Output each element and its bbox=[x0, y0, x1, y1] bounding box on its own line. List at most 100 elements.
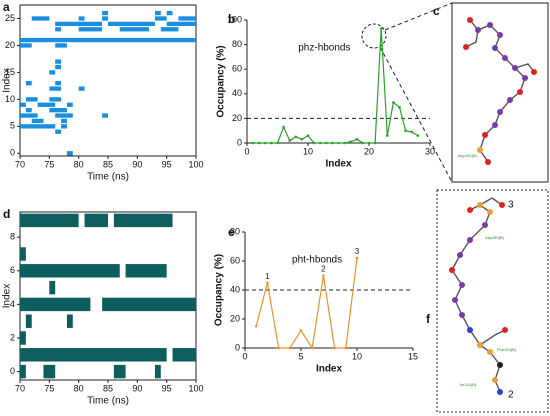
point bbox=[254, 324, 258, 328]
panel-letter: e bbox=[228, 225, 235, 239]
point bbox=[355, 138, 359, 141]
point bbox=[322, 274, 325, 277]
occupancy-line bbox=[255, 258, 358, 350]
y-tick-label: 2 bbox=[10, 332, 15, 342]
y-tick-label: 60 bbox=[230, 255, 240, 265]
occupancy-bar bbox=[61, 118, 67, 124]
occupancy-bar bbox=[25, 108, 32, 113]
peak-label: 3 bbox=[355, 247, 360, 256]
x-tick-label: 70 bbox=[15, 159, 25, 169]
x-tick-label: 95 bbox=[162, 383, 172, 393]
y-tick-label: 80 bbox=[230, 226, 240, 236]
occupancy-bar bbox=[55, 113, 73, 118]
occupancy-bar bbox=[55, 43, 67, 48]
x-tick-label: 100 bbox=[188, 159, 203, 169]
occupancy-bar bbox=[160, 27, 179, 32]
point bbox=[306, 134, 310, 137]
chart-annotation: pht-hbonds bbox=[292, 255, 342, 266]
occupancy-bar bbox=[178, 16, 196, 21]
residue-label: Ile142(B) bbox=[460, 382, 477, 387]
x-tick-label: 90 bbox=[132, 383, 142, 393]
occupancy-bar bbox=[84, 213, 108, 228]
atoms bbox=[463, 17, 537, 165]
point bbox=[379, 27, 383, 30]
x-tick-label: 70 bbox=[15, 383, 25, 393]
occupancy-line bbox=[253, 28, 419, 144]
occupancy-bar bbox=[113, 213, 173, 228]
occupancy-bar bbox=[20, 364, 26, 379]
y-tick-label: 25 bbox=[5, 13, 15, 23]
point bbox=[251, 141, 255, 145]
panel-c: c Asp191(B) bbox=[361, 2, 549, 183]
point bbox=[299, 329, 303, 332]
occupancy-bar bbox=[31, 16, 50, 21]
y-tick-label: 60 bbox=[232, 64, 242, 74]
occupancy-bar bbox=[49, 108, 67, 113]
occupancy-bar bbox=[55, 129, 62, 134]
point bbox=[373, 141, 377, 145]
occupancy-bar bbox=[78, 27, 103, 32]
occupancy-bar bbox=[125, 264, 167, 278]
occupancy-bar bbox=[61, 124, 67, 129]
chart-annotation: phz-hbonds bbox=[298, 43, 350, 54]
panel-letter: c bbox=[433, 4, 440, 18]
molecule-box bbox=[436, 189, 549, 413]
x-tick-label: 10 bbox=[303, 146, 313, 156]
occupancy-bar bbox=[49, 86, 62, 91]
panel-letter: d bbox=[3, 207, 10, 221]
point bbox=[325, 141, 328, 145]
occupancy-bar bbox=[172, 348, 196, 362]
point bbox=[310, 346, 314, 350]
x-tick-label: 90 bbox=[132, 159, 142, 169]
occupancy-bar bbox=[66, 102, 73, 107]
x-tick-label: 30 bbox=[425, 146, 435, 156]
x-tick-label: 95 bbox=[162, 159, 172, 169]
y-tick-label: 0 bbox=[10, 148, 15, 158]
zoom-line bbox=[379, 46, 453, 183]
x-axis-label: Index bbox=[325, 159, 352, 170]
point bbox=[392, 101, 395, 104]
point bbox=[344, 346, 348, 350]
panel-letter: b bbox=[228, 12, 235, 26]
y-tick-label: 8 bbox=[10, 232, 15, 242]
atoms bbox=[449, 202, 508, 395]
occupancy-bar bbox=[55, 81, 62, 86]
x-axis-label: Time (ns) bbox=[87, 396, 129, 407]
point bbox=[312, 141, 316, 145]
occupancy-bar bbox=[25, 81, 32, 86]
x-axis-label: Time (ns) bbox=[87, 172, 129, 183]
y-tick-label: 5 bbox=[10, 121, 15, 131]
occupancy-bar bbox=[49, 70, 56, 75]
x-tick-label: 85 bbox=[103, 159, 113, 169]
occupancy-bar bbox=[20, 331, 26, 345]
y-tick-label: 20 bbox=[232, 113, 242, 123]
occupancy-bar bbox=[20, 348, 167, 362]
occupancy-bar bbox=[66, 151, 73, 156]
point bbox=[398, 106, 401, 109]
point bbox=[264, 141, 267, 145]
zoom-circle bbox=[361, 23, 387, 49]
point bbox=[288, 346, 292, 350]
occupancy-bar bbox=[20, 113, 38, 118]
occupancy-bar bbox=[20, 297, 91, 312]
occupancy-bar bbox=[166, 21, 196, 27]
occupancy-bar bbox=[102, 10, 108, 16]
point bbox=[276, 141, 279, 145]
residue-label: Asp191(B) bbox=[458, 153, 478, 158]
occupancy-bar bbox=[25, 97, 38, 102]
occupancy-bar bbox=[37, 102, 56, 107]
occupancy-bar bbox=[49, 97, 62, 102]
x-tick-label: 5 bbox=[298, 351, 303, 361]
point bbox=[343, 141, 346, 145]
y-tick-label: 0 bbox=[235, 342, 240, 352]
occupancy-bar bbox=[55, 27, 62, 32]
y-tick-label: 20 bbox=[5, 40, 15, 50]
y-tick-label: 20 bbox=[230, 313, 240, 323]
point bbox=[337, 141, 340, 145]
occupancy-bar bbox=[102, 297, 196, 312]
y-tick-label: 6 bbox=[10, 265, 15, 275]
occupancy-bar bbox=[20, 247, 26, 261]
x-tick-label: 80 bbox=[74, 383, 84, 393]
y-tick-label: 40 bbox=[232, 88, 242, 98]
